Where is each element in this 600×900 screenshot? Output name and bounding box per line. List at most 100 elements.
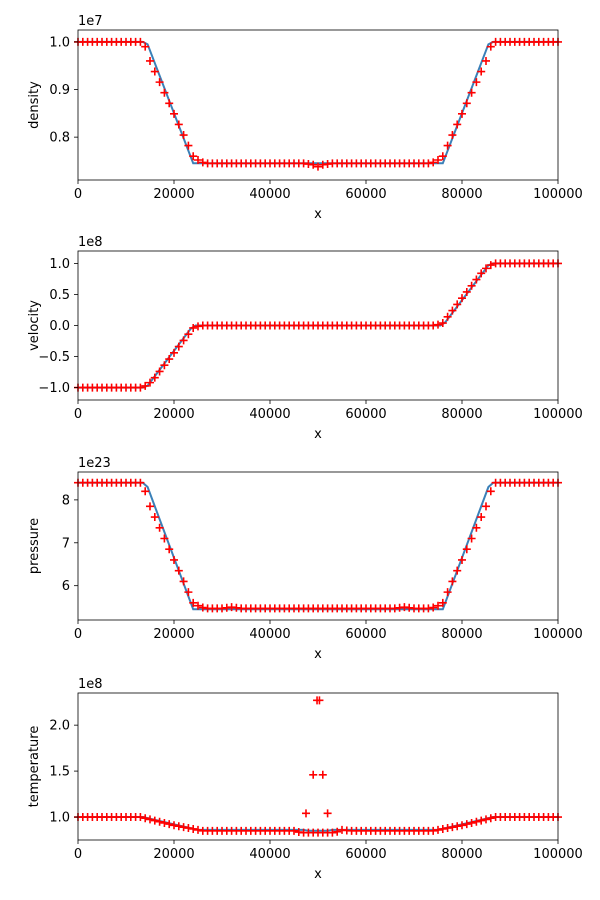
data-point	[438, 598, 447, 607]
data-point	[174, 566, 183, 575]
x-tick-label: 80000	[441, 847, 482, 862]
data-point	[146, 502, 154, 511]
axis-offset-label: 1e8	[78, 677, 103, 692]
data-point	[318, 770, 327, 779]
x-tick-label: 0	[74, 847, 82, 862]
y-tick-label: −1.0	[38, 381, 70, 396]
data-point	[486, 814, 495, 823]
data-point	[438, 824, 447, 833]
data-point	[486, 261, 495, 270]
data-point	[179, 577, 188, 586]
data-point	[472, 817, 481, 826]
data-point	[194, 601, 202, 610]
data-point	[477, 67, 486, 76]
data-point	[160, 534, 169, 543]
y-tick-label: 7	[62, 536, 70, 551]
data-point	[448, 306, 457, 315]
data-point	[302, 809, 310, 818]
data-point	[314, 162, 322, 171]
x-tick-label: 80000	[441, 407, 482, 422]
y-axis-label: density	[27, 81, 42, 129]
data-point	[290, 826, 298, 835]
x-tick-label: 80000	[441, 627, 482, 642]
data-point	[448, 577, 457, 586]
data-point	[472, 78, 481, 87]
data-point	[141, 381, 150, 390]
x-tick-label: 20000	[153, 627, 194, 642]
y-axis-label: velocity	[27, 300, 42, 351]
y-tick-label: −0.5	[38, 350, 70, 365]
data-point	[170, 348, 178, 357]
data-point	[477, 513, 486, 522]
data-point	[136, 37, 145, 46]
data-point	[165, 355, 174, 364]
data-point	[146, 815, 154, 824]
y-tick-label: 2.0	[49, 719, 70, 734]
x-axis-label: x	[314, 647, 322, 662]
data-point	[189, 152, 198, 161]
data-point	[170, 109, 178, 118]
data-point	[165, 820, 174, 829]
data-point	[462, 287, 471, 296]
data-point	[448, 823, 457, 832]
data-point	[179, 336, 188, 345]
data-point	[472, 275, 481, 284]
data-point	[458, 555, 466, 564]
data-point	[458, 821, 466, 830]
x-tick-label: 0	[74, 407, 82, 422]
data-point	[174, 822, 183, 831]
x-tick-label: 40000	[249, 407, 290, 422]
data-point	[477, 816, 486, 825]
data-point	[458, 109, 466, 118]
data-point	[136, 383, 145, 392]
data-point	[448, 131, 457, 140]
data-point	[482, 815, 490, 824]
data-point	[467, 818, 476, 827]
data-point	[141, 487, 150, 496]
data-point	[179, 131, 188, 140]
data-point	[198, 603, 207, 612]
data-point	[438, 319, 447, 328]
x-tick-label: 100000	[533, 187, 583, 202]
data-point	[429, 826, 438, 835]
chart-panel-temperature: 0 20000 40000 60000 80000 100000 1.0 1.5 2.0 1e8 x…	[27, 677, 583, 882]
series-markers-temperature	[74, 696, 562, 837]
x-tick-label: 60000	[345, 187, 386, 202]
data-point	[482, 56, 490, 65]
data-point	[453, 120, 462, 129]
y-tick-label: 6	[62, 579, 70, 594]
data-point	[434, 320, 442, 329]
x-tick-label: 0	[74, 187, 82, 202]
y-tick-label: 0.8	[49, 131, 70, 146]
data-point	[150, 816, 159, 825]
y-tick-label: 8	[62, 493, 70, 508]
data-point	[179, 823, 188, 832]
x-tick-label: 60000	[345, 407, 386, 422]
data-point	[189, 598, 198, 607]
data-point	[184, 141, 193, 150]
data-point	[165, 545, 174, 554]
plot-frame	[77, 471, 559, 621]
data-point	[160, 88, 169, 97]
y-tick-label: 0.0	[49, 319, 70, 334]
data-point	[155, 78, 164, 87]
data-point	[136, 813, 145, 822]
data-point	[424, 604, 433, 613]
data-point	[189, 824, 198, 833]
data-point	[174, 120, 183, 129]
data-point	[170, 821, 178, 830]
data-point	[160, 361, 169, 370]
y-tick-label: 1.0	[49, 257, 70, 272]
data-point	[462, 99, 471, 108]
data-point	[194, 322, 202, 331]
data-point	[155, 523, 164, 532]
data-point	[443, 588, 452, 597]
x-tick-label: 20000	[153, 847, 194, 862]
data-point	[146, 56, 154, 65]
data-point	[150, 67, 159, 76]
plot-frame	[77, 692, 559, 841]
data-point	[309, 160, 318, 169]
data-point	[150, 373, 159, 382]
y-tick-label: 1.5	[49, 765, 70, 780]
data-point	[333, 827, 342, 836]
